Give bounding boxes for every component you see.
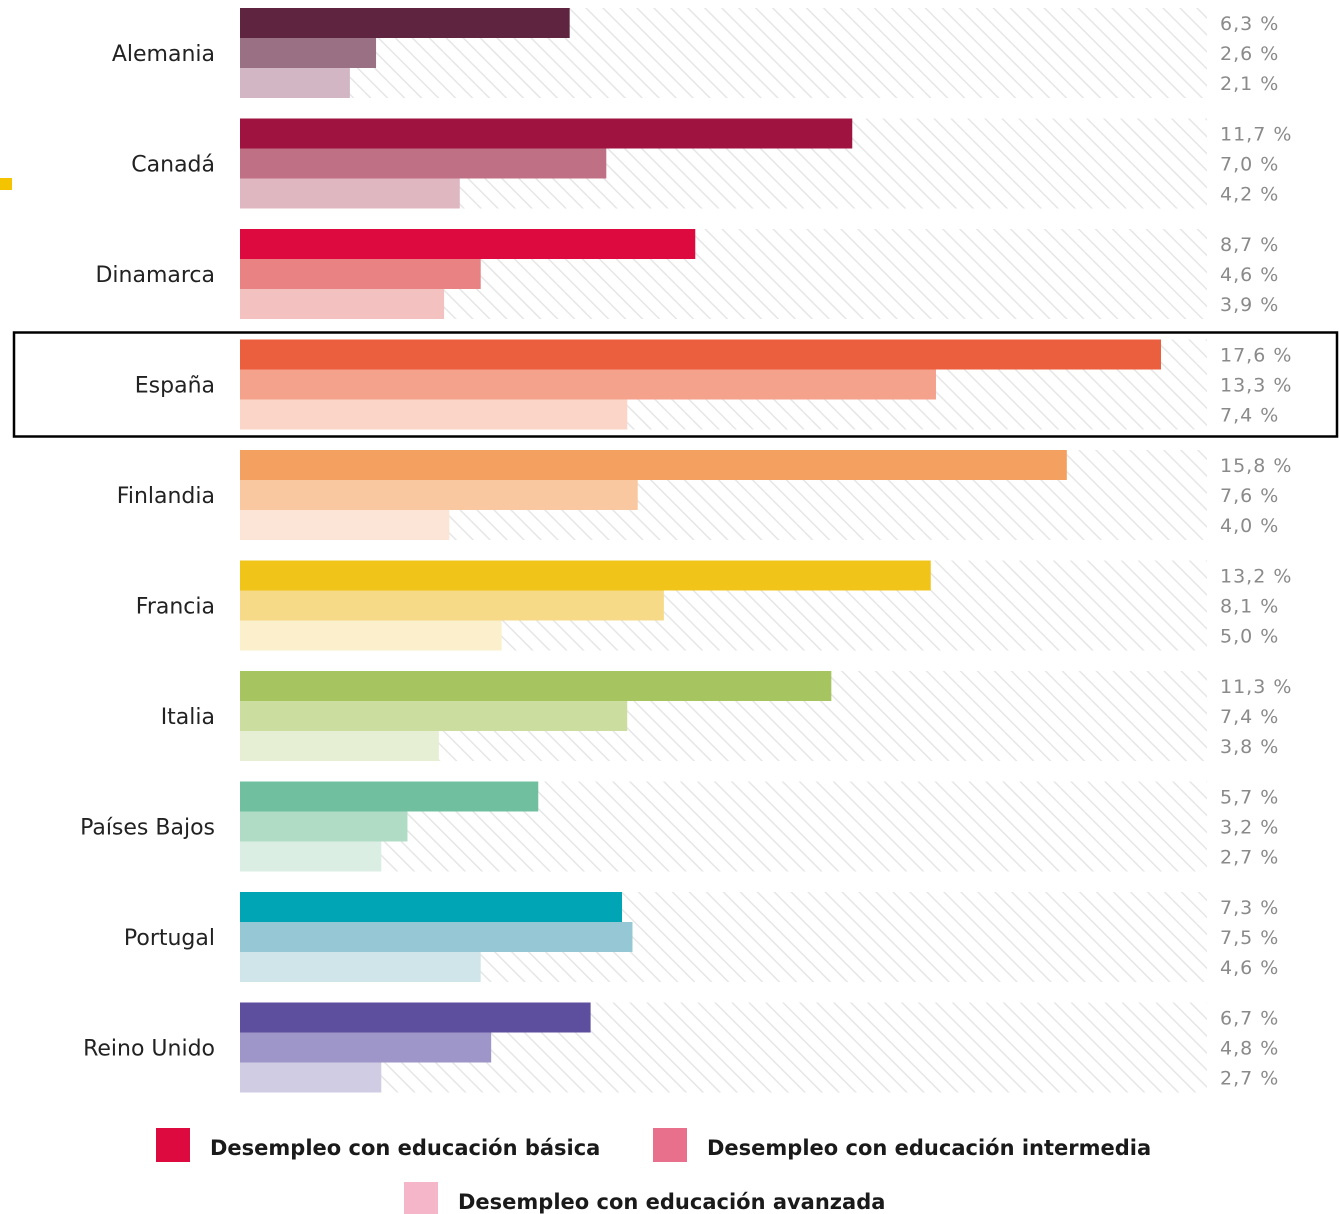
bar-intermedia <box>240 148 607 179</box>
category-label: Francia <box>136 595 215 620</box>
value-label: 6,7 % <box>1220 1008 1279 1030</box>
value-label: 7,6 % <box>1220 485 1279 507</box>
legend: Desempleo con educación básica Desempleo … <box>156 1128 1151 1214</box>
category-label: Dinamarca <box>95 263 215 288</box>
bar-intermedia <box>240 38 377 68</box>
value-label: 4,6 % <box>1220 264 1279 286</box>
value-label: 8,1 % <box>1220 596 1279 618</box>
bar-intermedia <box>240 259 481 289</box>
value-label: 2,7 % <box>1220 1068 1279 1090</box>
value-label: 2,1 % <box>1220 73 1279 95</box>
value-label: 7,3 % <box>1220 897 1279 919</box>
category-label: Portugal <box>124 926 215 951</box>
bar-intermedia <box>240 369 936 400</box>
value-label: 3,9 % <box>1220 294 1279 316</box>
value-label: 7,4 % <box>1220 706 1279 728</box>
group-paises-bajos: Países Bajos 5,7 % 3,2 % 2,7 % <box>80 781 1279 872</box>
legend-item: Desempleo con educación básica <box>156 1128 600 1162</box>
value-label: 13,2 % <box>1220 566 1292 588</box>
value-label: 7,0 % <box>1220 154 1279 176</box>
bar-basica <box>240 8 570 38</box>
value-label: 8,7 % <box>1220 234 1279 256</box>
group-francia: Francia 13,2 % 8,1 % 5,0 % <box>136 560 1292 651</box>
bar-intermedia <box>240 1032 492 1063</box>
group-dinamarca: Dinamarca 8,7 % 4,6 % 3,9 % <box>95 229 1279 319</box>
bar-intermedia <box>240 922 633 952</box>
legend-label: Desempleo con educación básica <box>210 1136 600 1160</box>
value-label: 5,0 % <box>1220 626 1279 648</box>
bar-basica <box>240 560 931 591</box>
bar-avanzada <box>240 178 460 209</box>
bar-avanzada <box>240 841 382 872</box>
value-label: 7,5 % <box>1220 927 1279 949</box>
category-label: España <box>135 374 215 399</box>
value-label: 2,6 % <box>1220 43 1279 65</box>
category-label: Finlandia <box>117 484 215 509</box>
bar-avanzada <box>240 952 481 982</box>
value-label: 11,7 % <box>1220 124 1292 146</box>
legend-swatch <box>653 1128 687 1162</box>
group-alemania: Alemania 6,3 % 2,6 % 2,1 % <box>112 8 1279 98</box>
bar-basica <box>240 229 696 259</box>
value-label: 2,7 % <box>1220 847 1279 869</box>
value-label: 4,8 % <box>1220 1038 1279 1060</box>
group-italia: Italia 11,3 % 7,4 % 3,8 % <box>161 671 1292 761</box>
bar-avanzada <box>240 620 502 651</box>
bar-basica <box>240 450 1067 480</box>
value-label: 5,7 % <box>1220 787 1279 809</box>
bar-basica <box>240 892 623 922</box>
value-label: 13,3 % <box>1220 375 1292 397</box>
legend-item: Desempleo con educación avanzada <box>404 1182 885 1214</box>
bar-intermedia <box>240 701 628 731</box>
value-label: 3,2 % <box>1220 817 1279 839</box>
legend-label: Desempleo con educación intermedia <box>707 1136 1151 1160</box>
value-label: 11,3 % <box>1220 676 1292 698</box>
bar-avanzada <box>240 289 445 319</box>
value-label: 7,4 % <box>1220 405 1279 427</box>
group-reino-unido: Reino Unido 6,7 % 4,8 % 2,7 % <box>83 1002 1279 1093</box>
highlight-box <box>12 331 1339 438</box>
group-espana: España 17,6 % 13,3 % 7,4 % <box>12 331 1339 438</box>
bar-intermedia <box>240 590 664 621</box>
value-label: 4,2 % <box>1220 184 1279 206</box>
bar-intermedia <box>240 811 408 842</box>
legend-label: Desempleo con educación avanzada <box>458 1190 885 1214</box>
bar-basica <box>240 339 1161 370</box>
group-finlandia: Finlandia 15,8 % 7,6 % 4,0 % <box>117 450 1292 540</box>
value-label: 4,6 % <box>1220 957 1279 979</box>
accent-mark <box>0 178 12 190</box>
group-portugal: Portugal 7,3 % 7,5 % 4,6 % <box>124 892 1279 982</box>
group-canada: Canadá 11,7 % 7,0 % 4,2 % <box>131 118 1292 209</box>
bar-avanzada <box>240 510 450 540</box>
category-label: Canadá <box>131 153 215 178</box>
value-label: 3,8 % <box>1220 736 1279 758</box>
bar-avanzada <box>240 731 439 761</box>
category-label: Alemania <box>112 42 215 67</box>
value-label: 6,3 % <box>1220 13 1279 35</box>
bar-basica <box>240 1002 591 1033</box>
bar-basica <box>240 118 853 149</box>
category-label: Reino Unido <box>83 1037 215 1062</box>
category-label: Países Bajos <box>80 816 215 841</box>
category-label: Italia <box>161 705 215 730</box>
legend-swatch <box>404 1182 438 1214</box>
value-label: 17,6 % <box>1220 345 1292 367</box>
bar-basica <box>240 671 832 701</box>
bar-avanzada <box>240 68 350 98</box>
bar-intermedia <box>240 480 638 510</box>
bar-basica <box>240 781 539 812</box>
legend-swatch <box>156 1128 190 1162</box>
value-label: 15,8 % <box>1220 455 1292 477</box>
value-label: 4,0 % <box>1220 515 1279 537</box>
bar-avanzada <box>240 1062 382 1093</box>
bar-avanzada <box>240 399 628 430</box>
legend-item: Desempleo con educación intermedia <box>653 1128 1151 1162</box>
